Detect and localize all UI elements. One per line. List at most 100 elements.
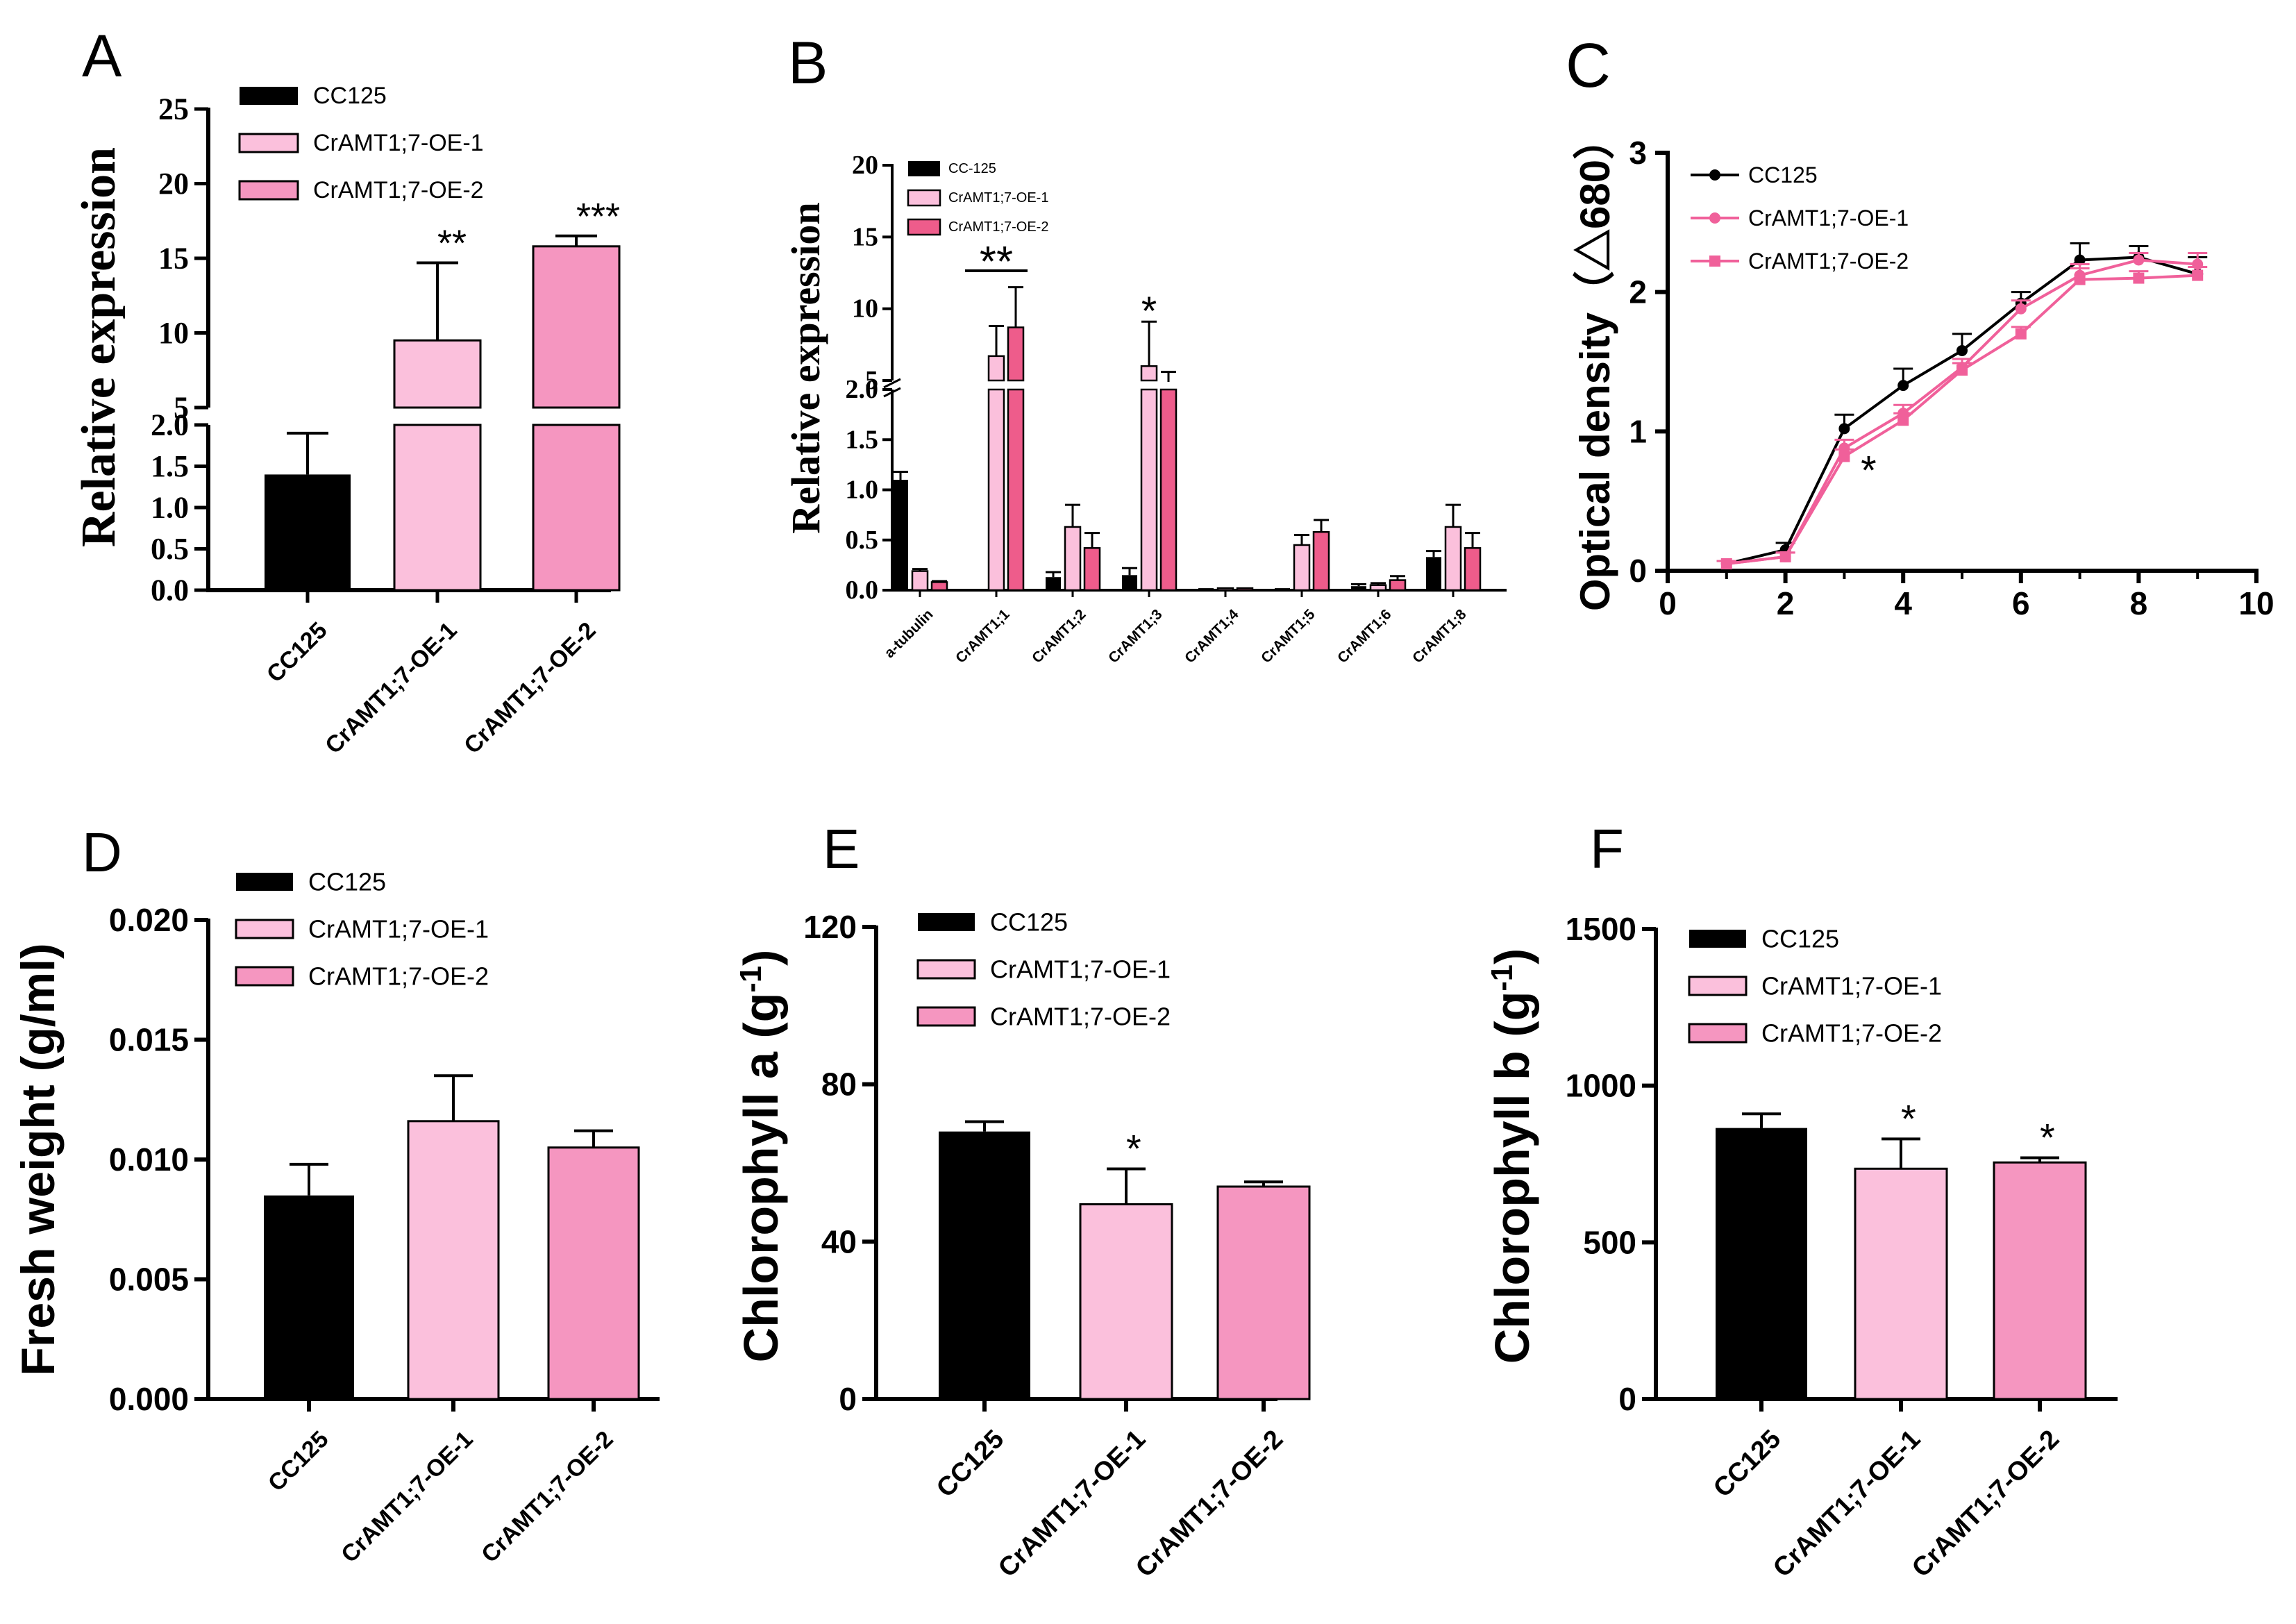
x-category-label: CrAMT1;1 xyxy=(953,606,1013,667)
legend-label: CrAMT1;7-OE-1 xyxy=(948,190,1048,206)
x-tick-label: 6 xyxy=(2012,585,2030,621)
data-point xyxy=(2074,254,2086,266)
axis-break-mark xyxy=(883,387,901,398)
y-tick-label: 1.5 xyxy=(151,449,189,483)
y-tick-label: 120 xyxy=(803,909,857,945)
y-axis-title: Optical density（△680） xyxy=(1572,118,1618,611)
x-category-label: CrAMT1;7-OE-1 xyxy=(993,1425,1151,1583)
y-axis-title-sup: -1 xyxy=(1486,964,1519,991)
x-category-label: CC125 xyxy=(262,617,333,688)
x-category-label: CrAMT1;8 xyxy=(1409,606,1470,667)
y-tick-label: 1.5 xyxy=(846,425,879,454)
legend-swatch xyxy=(238,180,299,201)
legend-swatch xyxy=(236,873,293,891)
data-point xyxy=(1720,558,1732,569)
data-point xyxy=(2133,254,2145,266)
bar-lower-segment xyxy=(1159,388,1178,592)
y-tick-label: 0 xyxy=(1629,553,1647,589)
bar-lower-segment xyxy=(393,424,482,592)
y-tick-label: 25 xyxy=(158,92,189,126)
legend-label: CrAMT1;7-OE-2 xyxy=(1761,1019,1942,1048)
y-tick-label: 500 xyxy=(1583,1224,1636,1260)
legend-label: CrAMT1;7-OE-1 xyxy=(1748,206,1909,231)
series-line xyxy=(1726,256,2198,565)
bar xyxy=(911,570,929,592)
x-category-label: CrAMT1;7-OE-2 xyxy=(1907,1425,2065,1583)
x-category-label: CrAMT1;5 xyxy=(1258,606,1318,667)
significance-mark: * xyxy=(1126,1127,1141,1171)
x-tick-label: 4 xyxy=(1894,585,1912,621)
x-category-label: CC125 xyxy=(1708,1425,1786,1503)
y-tick-label: 0.010 xyxy=(109,1141,189,1178)
legend-swatch xyxy=(918,913,975,931)
x-category-label: CrAMT1;7-OE-2 xyxy=(1130,1425,1289,1583)
bar-upper-segment xyxy=(1007,326,1025,382)
y-tick-label: 0.5 xyxy=(846,526,879,555)
legend-label: CC125 xyxy=(313,83,387,109)
bar xyxy=(407,1120,500,1400)
x-category-label: CrAMT1;2 xyxy=(1029,606,1089,666)
legend-marker xyxy=(1709,212,1720,224)
axis-break-mark xyxy=(883,378,901,389)
bar xyxy=(1426,557,1441,590)
legend-label: CrAMT1;7-OE-2 xyxy=(1748,249,1909,274)
legend-label: CrAMT1;7-OE-1 xyxy=(990,955,1171,984)
x-category-label: a-tubulin xyxy=(882,606,937,661)
significance-mark: * xyxy=(1861,449,1877,494)
data-point xyxy=(1897,380,1909,392)
bar xyxy=(1464,547,1482,592)
y-tick-label: 10 xyxy=(158,316,189,350)
bar xyxy=(1389,579,1407,592)
bar xyxy=(969,589,984,590)
legend-swatch xyxy=(907,189,941,207)
bar xyxy=(1216,587,1234,592)
legend-swatch xyxy=(1688,976,1748,996)
data-point xyxy=(1779,551,1791,562)
data-point xyxy=(1838,423,1850,435)
legend-swatch xyxy=(916,1006,976,1027)
bar-lower-segment xyxy=(532,424,621,592)
significance-mark: * xyxy=(1901,1096,1916,1140)
y-tick-label: 20 xyxy=(158,167,189,201)
x-tick-label: 10 xyxy=(2238,585,2274,621)
bar xyxy=(1293,544,1311,592)
y-tick-label: 0.005 xyxy=(109,1262,189,1298)
bar xyxy=(1046,577,1061,590)
legend-swatch xyxy=(1688,1023,1748,1044)
legend-label: CC125 xyxy=(990,908,1068,937)
x-tick-label: 8 xyxy=(2130,585,2148,621)
x-category-label: CC125 xyxy=(931,1425,1009,1503)
bar xyxy=(1083,547,1101,592)
y-axis-title-end: ) xyxy=(734,950,788,966)
x-category-label: CrAMT1;7-OE-2 xyxy=(476,1426,619,1568)
y-axis-title: Chlorophyll b (g-1) xyxy=(1485,948,1539,1364)
data-point xyxy=(1897,415,1909,426)
y-tick-label: 1000 xyxy=(1566,1068,1636,1104)
panel-label: B xyxy=(788,30,828,97)
y-tick-label: 3 xyxy=(1629,135,1647,171)
bar xyxy=(265,474,351,590)
bar xyxy=(264,1195,354,1399)
significance-mark: ** xyxy=(980,238,1013,286)
data-point xyxy=(2133,272,2145,284)
bar xyxy=(1079,1203,1173,1400)
bar xyxy=(547,1146,640,1400)
y-axis-title-text: Chlorophyll b (g xyxy=(1485,991,1539,1364)
legend-marker xyxy=(1709,169,1720,181)
bar xyxy=(939,1131,1030,1399)
x-category-label: CrAMT1;6 xyxy=(1334,606,1394,666)
legend-label: CrAMT1;7-OE-2 xyxy=(948,219,1048,235)
x-category-label: CrAMT1;7-OE-1 xyxy=(320,617,462,760)
bar xyxy=(1716,1128,1807,1399)
y-tick-label: 2 xyxy=(1629,274,1647,310)
x-category-label: CrAMT1;3 xyxy=(1105,606,1165,666)
y-tick-label: 0.0 xyxy=(151,574,189,608)
bar xyxy=(1993,1161,2087,1400)
bar xyxy=(1122,575,1137,590)
y-axis-title-text: Fresh weight (g/ml) xyxy=(12,943,65,1375)
y-axis-title-end: ) xyxy=(1485,948,1539,964)
x-tick-label: 0 xyxy=(1659,585,1677,621)
y-tick-label: 40 xyxy=(821,1223,857,1259)
y-tick-label: 1500 xyxy=(1566,911,1636,947)
